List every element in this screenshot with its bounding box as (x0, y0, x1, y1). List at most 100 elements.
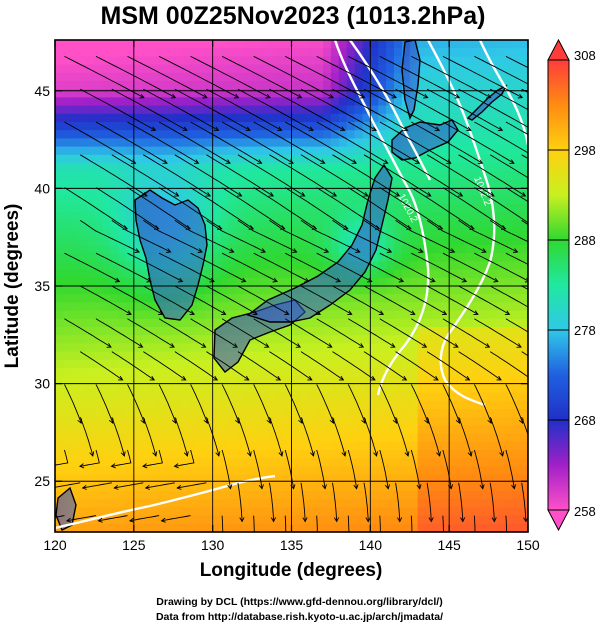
temperature-cell (133, 89, 143, 98)
streamline (395, 351, 439, 381)
temperature-cell (70, 195, 80, 205)
temperature-cell (307, 335, 316, 344)
temperature-cell (94, 269, 103, 279)
streamline-arrow (477, 159, 484, 164)
temperature-cell (307, 228, 316, 238)
streamline (64, 384, 82, 424)
temperature-cell (433, 228, 442, 238)
temperature-cell (370, 515, 379, 525)
temperature-cell (457, 466, 466, 476)
streamline-arrow (246, 451, 252, 457)
temperature-cell (133, 154, 143, 164)
temperature-cell (338, 458, 348, 467)
temperature-cell (196, 351, 206, 361)
temperature-cell (62, 89, 72, 98)
temperature-cell (220, 40, 230, 49)
temperature-cell (267, 417, 277, 426)
temperature-cell (338, 220, 348, 230)
map-plot-area: 1020.2 1012.2 (55, 40, 546, 532)
temperature-cell (173, 179, 182, 189)
streamline (489, 88, 528, 111)
temperature-cell (165, 113, 174, 123)
temperature-cell (520, 212, 528, 221)
temperature-cell (488, 343, 498, 353)
streamline (300, 417, 314, 457)
temperature-cell (496, 499, 505, 508)
temperature-cell (62, 236, 72, 246)
temperature-cell (323, 491, 332, 500)
temperature-cell (173, 335, 182, 344)
temperature-cell (449, 392, 458, 402)
temperature-cell (259, 253, 269, 262)
temperature-cell (362, 491, 371, 500)
temperature-cell (259, 146, 269, 156)
temperature-cell (496, 48, 505, 57)
temperature-cell (512, 302, 521, 312)
streamline-arrow (252, 310, 258, 316)
temperature-cell (62, 130, 72, 139)
temperature-cell (165, 138, 174, 148)
temperature-cell (362, 384, 371, 394)
temperature-cell (165, 491, 174, 500)
temperature-cell (86, 171, 96, 180)
temperature-cell (504, 187, 513, 197)
temperature-cell (291, 97, 300, 107)
temperature-cell (62, 113, 72, 123)
y-axis-label: Latitude (degrees) (2, 204, 23, 369)
temperature-cell (244, 195, 253, 205)
temperature-cell (449, 441, 458, 451)
temperature-cell (457, 392, 466, 402)
temperature-cell (401, 409, 411, 418)
temperature-cell (70, 81, 80, 90)
temperature-cell (330, 56, 340, 66)
temperature-cell (228, 236, 237, 246)
temperature-cell (457, 48, 466, 57)
temperature-cell (401, 236, 411, 246)
temperature-cell (504, 515, 513, 525)
temperature-cell (283, 179, 293, 189)
temperature-cell (370, 384, 379, 394)
temperature-cell (433, 343, 442, 353)
temperature-cell (86, 458, 96, 467)
temperature-cell (244, 409, 253, 418)
temperature-cell (433, 310, 442, 320)
temperature-cell (496, 327, 505, 336)
temperature-cell (133, 499, 143, 508)
temperature-cell (520, 458, 528, 467)
temperature-cell (457, 327, 466, 336)
streamline (521, 482, 527, 522)
temperature-cell (354, 64, 364, 74)
temperature-cell (244, 81, 253, 90)
temperature-cell (441, 384, 450, 394)
temperature-cell (275, 458, 285, 467)
temperature-cell (346, 163, 356, 172)
temperature-cell (472, 302, 482, 312)
temperature-cell (488, 515, 498, 525)
x-tick-label: 125 (122, 537, 146, 553)
temperature-cell (464, 72, 474, 82)
temperature-cell (118, 105, 127, 115)
temperature-cell (102, 40, 111, 49)
temperature-cell (464, 400, 474, 410)
streamline (348, 187, 412, 230)
temperature-cell (78, 302, 88, 312)
temperature-cell (55, 130, 64, 139)
streamline-arrow (260, 248, 267, 253)
temperature-cell (362, 392, 371, 402)
temperature-cell (102, 376, 111, 385)
temperature-cell (401, 286, 411, 295)
temperature-cell (512, 236, 521, 246)
temperature-cell (291, 450, 300, 459)
temperature-cell (70, 425, 80, 435)
temperature-cell (315, 474, 324, 484)
streamline (237, 482, 243, 522)
temperature-cell (78, 171, 88, 180)
streamline-arrow (541, 160, 546, 164)
temperature-cell (457, 384, 466, 394)
temperature-cell (315, 491, 324, 500)
temperature-cell (196, 368, 206, 377)
temperature-cell (78, 130, 88, 139)
temperature-cell (362, 179, 371, 189)
temperature-cell (315, 400, 324, 410)
temperature-cell (125, 40, 135, 49)
